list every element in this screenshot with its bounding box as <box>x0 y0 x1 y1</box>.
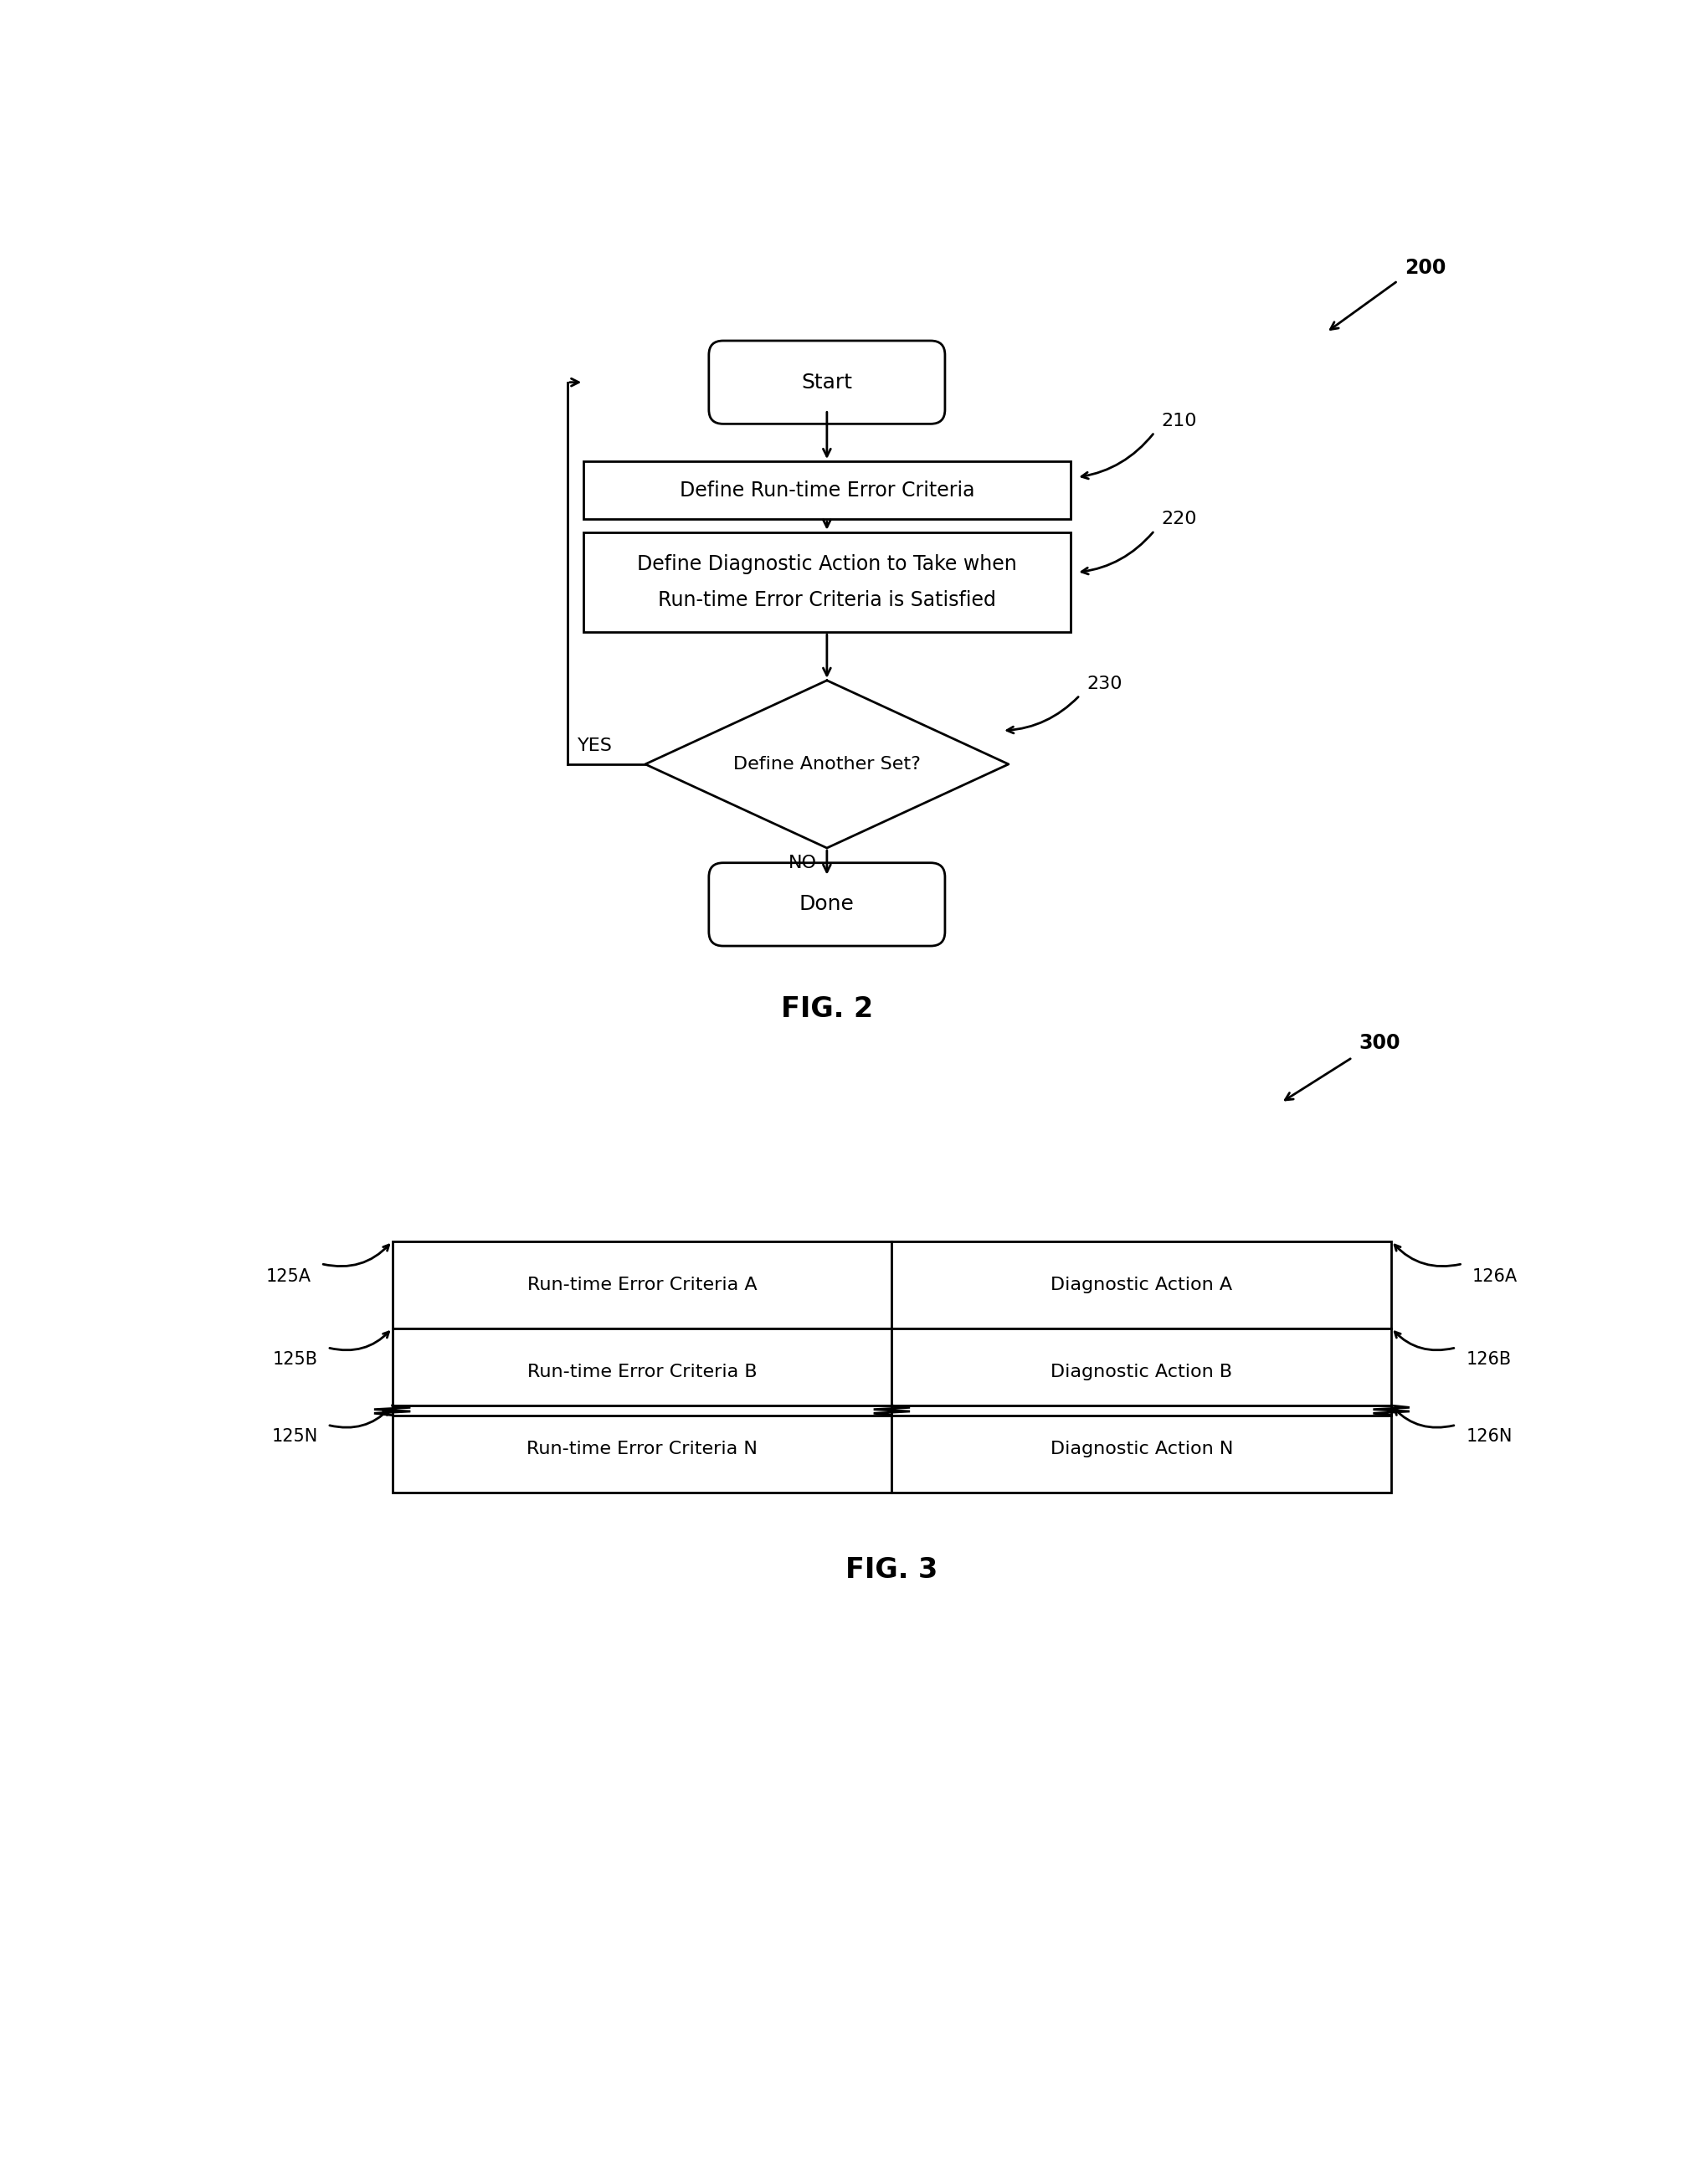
FancyBboxPatch shape <box>709 341 945 424</box>
Text: 210: 210 <box>1161 413 1196 428</box>
Text: YES: YES <box>578 738 612 753</box>
Text: 300: 300 <box>1358 1033 1400 1053</box>
Text: 125A: 125A <box>266 1269 312 1284</box>
Text: 125B: 125B <box>273 1350 318 1367</box>
Bar <box>891 1241 1392 1328</box>
Text: Diagnostic Action B: Diagnostic Action B <box>1051 1363 1232 1380</box>
Text: Run-time Error Criteria A: Run-time Error Criteria A <box>527 1275 757 1293</box>
Text: 200: 200 <box>1404 258 1446 277</box>
Text: 220: 220 <box>1161 511 1196 526</box>
Bar <box>393 1241 891 1328</box>
Text: FIG. 2: FIG. 2 <box>780 996 873 1022</box>
Text: Diagnostic Action N: Diagnostic Action N <box>1050 1441 1233 1457</box>
Text: Define Run-time Error Criteria: Define Run-time Error Criteria <box>679 480 974 500</box>
Text: 126A: 126A <box>1473 1269 1518 1284</box>
Text: 126B: 126B <box>1466 1350 1511 1367</box>
Bar <box>393 1406 891 1492</box>
Bar <box>891 1406 1392 1492</box>
Text: NO: NO <box>789 854 817 871</box>
Text: 126N: 126N <box>1466 1428 1511 1446</box>
Bar <box>891 1328 1392 1415</box>
Text: Run-time Error Criteria B: Run-time Error Criteria B <box>527 1363 757 1380</box>
Text: Run-time Error Criteria is Satisfied: Run-time Error Criteria is Satisfied <box>657 590 996 609</box>
Bar <box>583 461 1070 520</box>
Text: Run-time Error Criteria N: Run-time Error Criteria N <box>527 1441 758 1457</box>
Bar <box>393 1328 891 1415</box>
Text: Diagnostic Action A: Diagnostic Action A <box>1051 1275 1232 1293</box>
FancyBboxPatch shape <box>709 863 945 946</box>
Text: 230: 230 <box>1087 675 1122 692</box>
Text: Start: Start <box>802 371 853 393</box>
Text: 125N: 125N <box>271 1428 318 1446</box>
Text: Define Another Set?: Define Another Set? <box>733 756 920 773</box>
Bar <box>583 533 1070 631</box>
Polygon shape <box>645 681 1009 847</box>
Text: Define Diagnostic Action to Take when: Define Diagnostic Action to Take when <box>637 555 1016 574</box>
Text: FIG. 3: FIG. 3 <box>846 1555 939 1583</box>
Text: Done: Done <box>799 893 854 915</box>
